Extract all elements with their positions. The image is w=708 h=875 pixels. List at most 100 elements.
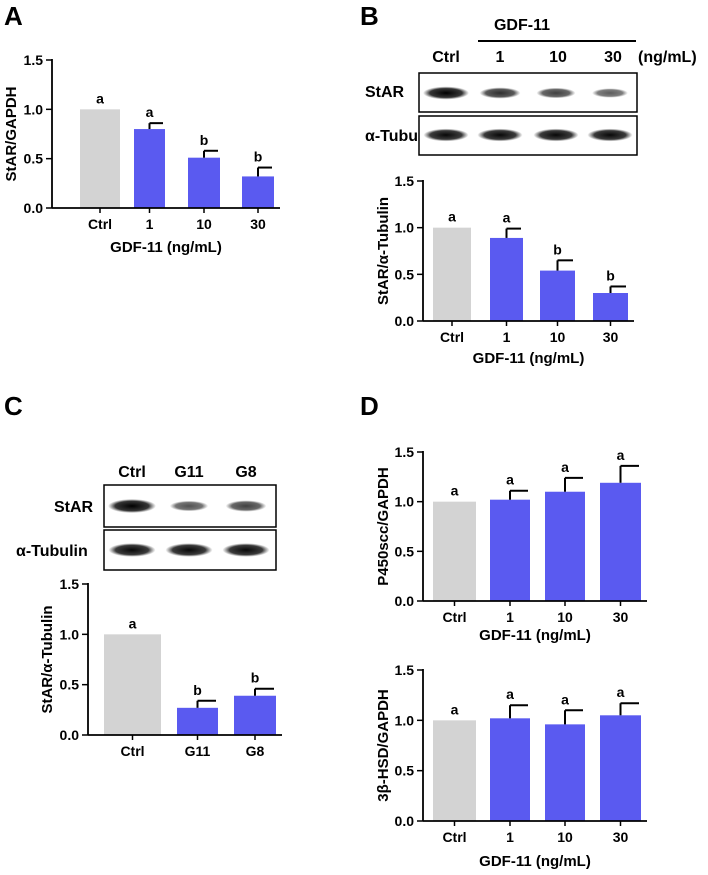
y-tick-label-a-1: 0.5 [24,151,44,167]
bar-d2-2 [545,724,585,821]
y-tick-label-a-0: 0.0 [24,200,44,216]
band-b-r1-l1 [477,128,523,142]
y-tick-label-b-2: 1.0 [395,220,415,236]
significance-d2-1: a [506,686,514,702]
bar-b-2 [540,270,575,321]
panel-label-d: D [360,391,379,421]
significance-a-3: b [254,149,263,165]
bar-c-1 [177,707,218,735]
bar-d2-0 [433,720,476,821]
western-blot-b: GDF-11 Ctrl 1 10 30 (ng/mL) StAR α-Tubul… [365,17,697,156]
y-tick-label-b-1: 0.5 [395,266,415,282]
band-c-r1-l2 [222,543,270,557]
y-tick-label-c-2: 1.0 [60,626,80,642]
x-tick-label-d2-2: 10 [557,829,573,845]
bar-a-3 [242,176,274,208]
bar-d1-2 [545,491,585,601]
band-b-r1-l2 [533,128,579,142]
band-c-r1-l1 [165,543,213,557]
significance-b-2: b [553,241,562,257]
x-tick-label-a-3: 30 [250,216,266,232]
y-tick-label-a-3: 1.5 [24,52,44,68]
bar-chart-a: a Ctrl a 1 b 10 b 30 0.0 0.5 1.0 1.5 StAR/GAPDH GDF-1… [3,52,280,256]
panel-label-a: A [4,1,23,31]
y-tick-label-d1-0: 0.0 [395,593,415,609]
x-tick-label-b-2: 10 [550,329,566,345]
significance-c-0: a [129,615,137,631]
significance-d1-1: a [506,472,514,488]
band-c-r1-l0 [108,543,156,557]
panel-label-c: C [4,391,23,421]
y-axis-label-c: StAR/α-Tubulin [39,605,56,713]
bar-chart-d-3b-hsd: a Ctrl a 1 a 10 a 30 0.0 0.5 1.0 1.53β-HSD/GAPDH GDF… [375,662,647,870]
bar-b-1 [490,237,523,321]
significance-a-0: a [96,90,104,106]
blot-b-row-star-label: StAR [365,84,405,101]
x-tick-label-a-0: Ctrl [88,216,112,232]
x-tick-label-a-2: 10 [196,216,212,232]
bar-d1-3 [600,482,641,601]
x-axis-label-b: GDF-11 (ng/mL) [473,350,585,367]
blot-b-group-label: GDF-11 [494,17,550,34]
significance-c-2: b [251,670,260,686]
band-b-r0-l3 [592,88,628,98]
bar-d1-0 [433,501,476,601]
band-b-r0-l0 [423,86,469,100]
y-axis-label-d1: P450scc/GAPDH [375,467,392,585]
y-tick-label-d2-1: 0.5 [395,763,415,779]
x-tick-label-d1-0: Ctrl [442,609,466,625]
y-tick-label-d1-1: 0.5 [395,543,415,559]
band-b-r0-l2 [536,87,576,99]
band-b-r1-l0 [423,128,469,142]
blot-c-lane-g11: G11 [174,464,203,481]
band-c-r0-l1 [169,500,209,512]
y-tick-label-b-3: 1.5 [395,173,415,189]
significance-d1-3: a [617,447,625,463]
y-tick-label-b-0: 0.0 [395,313,415,329]
x-tick-label-c-1: G11 [185,743,211,759]
significance-d1-0: a [451,483,459,499]
blot-b-lane-30: 30 [604,49,622,66]
y-axis-label-b: StAR/α-Tubulin [375,197,392,305]
band-c-r0-l2 [225,500,267,512]
blot-c-row-star-label: StAR [54,499,94,516]
x-tick-label-d2-3: 30 [613,829,629,845]
y-tick-label-c-3: 1.5 [60,576,80,592]
bar-d2-3 [600,715,641,821]
blot-b-lane-10: 10 [549,49,567,66]
y-axis-label-a: StAR/GAPDH [3,86,20,181]
y-tick-label-a-2: 1.0 [24,101,44,117]
y-tick-label-d2-2: 1.0 [395,712,415,728]
x-tick-label-d2-0: Ctrl [442,829,466,845]
blot-b-lane-1: 1 [496,49,505,66]
significance-d2-0: a [451,701,459,717]
western-blot-c: Ctrl G11 G8 StAR α-Tubulin [16,464,277,571]
significance-b-0: a [448,209,456,225]
y-tick-label-d1-3: 1.5 [395,444,415,460]
blot-c-lane-ctrl: Ctrl [118,464,146,481]
x-tick-label-b-0: Ctrl [440,329,464,345]
y-tick-label-c-1: 0.5 [60,677,80,693]
y-tick-label-d2-0: 0.0 [395,813,415,829]
x-tick-label-a-1: 1 [146,216,154,232]
significance-a-1: a [146,104,154,120]
band-b-r1-l3 [587,128,633,142]
x-axis-label-a: GDF-11 (ng/mL) [110,239,222,256]
significance-d1-2: a [561,459,569,475]
bar-a-2 [188,157,220,208]
x-tick-label-d1-1: 1 [506,609,514,625]
blot-b-unit: (ng/mL) [638,49,697,66]
blot-b-lane-ctrl: Ctrl [432,49,460,66]
x-tick-label-b-1: 1 [503,329,511,345]
bar-c-0 [104,634,161,735]
x-tick-label-d2-1: 1 [506,829,514,845]
x-axis-label-d2: GDF-11 (ng/mL) [479,853,591,870]
significance-a-2: b [200,132,209,148]
x-tick-label-c-0: Ctrl [120,743,144,759]
bar-b-3 [593,293,628,321]
y-axis-label-d2: 3β-HSD/GAPDH [375,689,392,802]
